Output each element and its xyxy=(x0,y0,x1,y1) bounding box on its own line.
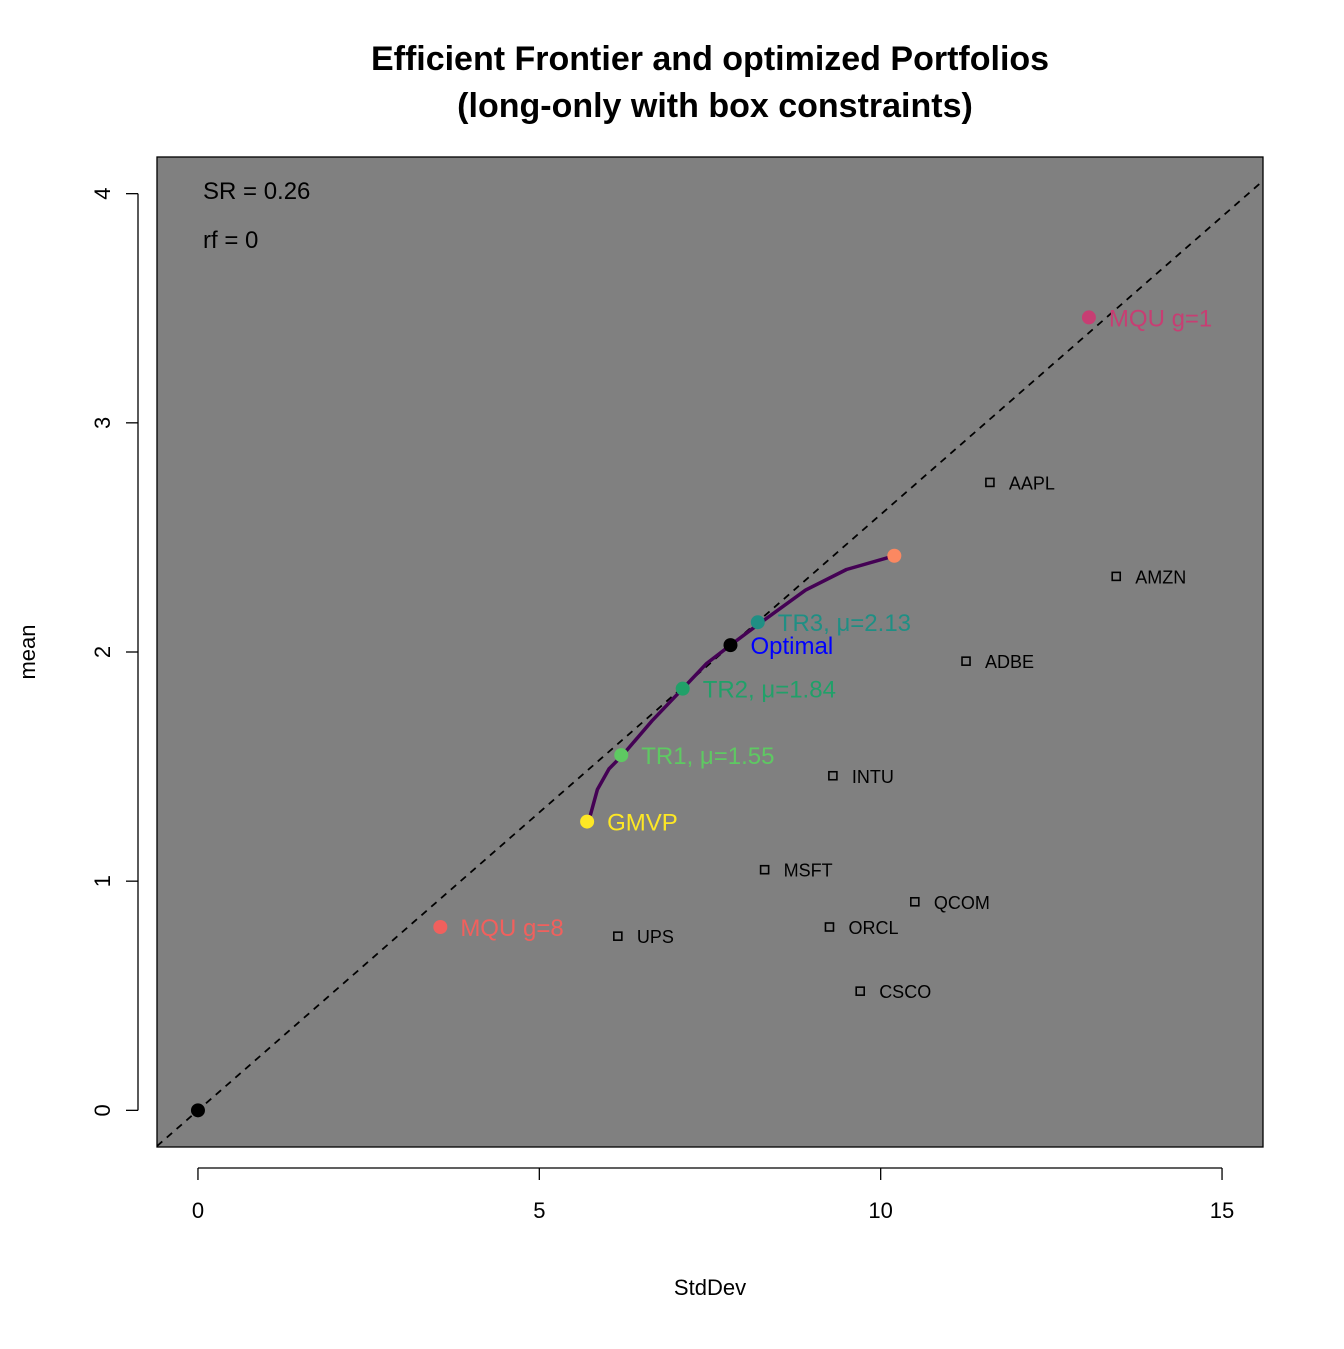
rf-annotation: rf = 0 xyxy=(203,227,258,254)
chart-title-line1: Efficient Frontier and optimized Portfol… xyxy=(371,40,1049,78)
x-tick-label-10: 10 xyxy=(868,1198,892,1223)
y-tick-label-3: 3 xyxy=(90,417,115,429)
portfolio-point-optimal xyxy=(723,638,738,653)
y-tick-label-0: 0 xyxy=(90,1104,115,1116)
asset-label-msft: MSFT xyxy=(784,861,833,881)
y-axis: 0 1 2 3 4 xyxy=(90,188,139,1116)
asset-label-orcl: ORCL xyxy=(848,918,898,938)
portfolio-point-mqu-g-8 xyxy=(433,920,448,934)
asset-point-aapl xyxy=(985,477,995,488)
portfolio-label-tr3-2-13: TR3, μ=2.13 xyxy=(778,610,911,637)
y-tick-label-2: 2 xyxy=(90,646,115,658)
efficient-frontier-line xyxy=(588,554,897,817)
portfolio-label-optimal: Optimal xyxy=(750,633,833,660)
plot-panel xyxy=(157,157,1263,1147)
x-tick-label-5: 5 xyxy=(533,1198,545,1223)
portfolio-label-gmvp: GMVP xyxy=(607,810,678,837)
y-tick-label-4: 4 xyxy=(90,188,115,200)
portfolio-label-mqu-g-1: MQU g=1 xyxy=(1109,305,1212,332)
asset-point-orcl xyxy=(824,922,835,932)
asset-point-qcom xyxy=(910,896,920,907)
portfolio-point-gmvp xyxy=(580,814,595,829)
asset-label-ups: UPS xyxy=(637,927,674,947)
portfolio-point-tr3-2-13 xyxy=(750,615,765,630)
portfolio-label-tr1-1-55: TR1, μ=1.55 xyxy=(641,743,774,770)
chart-title-line2: (long-only with box constraints) xyxy=(457,87,973,125)
asset-label-adbe: ADBE xyxy=(985,652,1034,672)
portfolio-point-tr1-1-55 xyxy=(614,748,629,763)
sr-annotation: SR = 0.26 xyxy=(203,178,310,205)
asset-point-amzn xyxy=(1111,571,1122,582)
asset-point-ups xyxy=(613,931,623,941)
asset-label-aapl: AAPL xyxy=(1009,473,1055,493)
x-tick-label-15: 15 xyxy=(1210,1198,1234,1223)
asset-label-qcom: QCOM xyxy=(934,893,990,913)
asset-point-intu xyxy=(828,770,838,781)
y-tick-label-1: 1 xyxy=(90,875,115,887)
portfolio-label-mqu-g-8: MQU g=8 xyxy=(460,915,563,942)
asset-point-msft xyxy=(759,864,770,875)
y-axis-label: mean xyxy=(15,624,40,679)
plot-content: AAPL AMZN ADBE INTU MSFT QCOM ORCL UPS CSCO GMVP T… xyxy=(157,180,1263,1147)
tangency-line xyxy=(157,180,1263,1147)
portfolio-point-unlabeled-0 xyxy=(190,1103,205,1118)
x-axis-label: StdDev xyxy=(674,1275,746,1300)
asset-label-amzn: AMZN xyxy=(1135,567,1186,587)
asset-point-csco xyxy=(855,986,865,996)
asset-label-intu: INTU xyxy=(852,767,894,787)
portfolio-point-unlabeled-6 xyxy=(887,548,902,563)
asset-point-adbe xyxy=(961,656,971,666)
portfolio-point-tr2-1-84 xyxy=(675,681,690,696)
asset-label-csco: CSCO xyxy=(879,982,931,1002)
plot-frame xyxy=(156,156,1264,1148)
x-axis: 0 5 10 15 xyxy=(192,1167,1234,1223)
portfolio-point-mqu-g-1 xyxy=(1081,310,1096,325)
portfolio-label-tr2-1-84: TR2, μ=1.84 xyxy=(703,677,836,704)
x-tick-label-0: 0 xyxy=(192,1198,204,1223)
